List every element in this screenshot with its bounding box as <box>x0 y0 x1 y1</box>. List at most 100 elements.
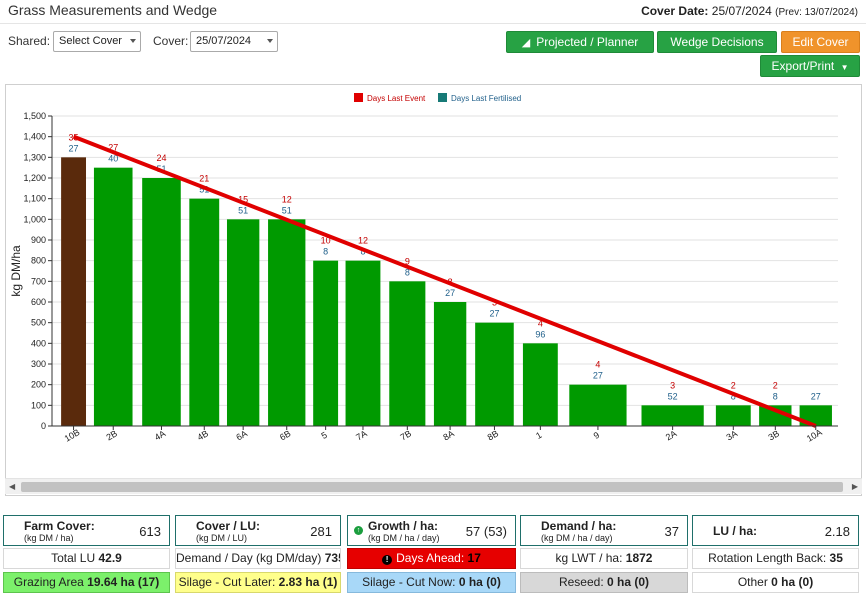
wedge-decisions-label: Wedge Decisions <box>670 35 764 49</box>
days-last-event-label: 27 <box>108 143 118 153</box>
projected-planner-button[interactable]: ◢ Projected / Planner <box>506 31 654 53</box>
days-last-fertilised-label: 8 <box>360 247 365 257</box>
x-tick-label: 8A <box>441 428 456 442</box>
reseed-value: 0 ha (0) <box>607 575 650 589</box>
days-last-event-label: 9 <box>405 256 410 266</box>
chart-data-labels: 3527274024512151155112511081289882732749… <box>69 132 821 428</box>
x-tick-label: 10B <box>63 427 82 444</box>
chart-bars <box>61 157 832 426</box>
rotation-length-stat: Rotation Length Back: 35 <box>692 548 859 569</box>
bar-3a <box>715 405 751 426</box>
y-tick-label: 200 <box>31 380 46 390</box>
chart-axes: 0 100 200 300 400 500 600 700 800 900 1,000 1,100 1,… <box>9 111 838 444</box>
bar-10b <box>61 157 87 426</box>
scroll-left-icon[interactable]: ◀ <box>9 482 16 491</box>
days-last-fertilised-label: 27 <box>811 391 821 401</box>
growth-label: Growth / ha: <box>368 519 438 533</box>
y-tick-label: 500 <box>31 318 46 328</box>
demand-day-stat: Demand / Day (kg DM/day) 735 <box>175 548 341 569</box>
bar-2a <box>641 405 704 426</box>
demand-label: Demand / ha: <box>541 519 617 533</box>
y-tick-label: 300 <box>31 359 46 369</box>
lu-ha-value: 2.18 <box>824 524 850 539</box>
x-tick-label: 2A <box>664 428 679 442</box>
y-tick-label: 1,200 <box>23 173 46 183</box>
days-last-fertilised-label: 27 <box>593 371 603 381</box>
farm-cover-label: Farm Cover: <box>24 519 95 533</box>
export-print-button[interactable]: Export/Print ▼ <box>760 55 860 77</box>
x-tick-label: 7B <box>399 428 414 442</box>
x-tick-label: 1 <box>534 430 543 441</box>
grazing-area-label: Grazing Area <box>13 575 84 589</box>
area-chart-icon: ◢ <box>521 37 531 49</box>
cover-label: Cover: <box>153 34 189 48</box>
x-tick-label: 4A <box>153 428 168 442</box>
y-tick-label: 0 <box>41 421 46 431</box>
y-tick-label: 600 <box>31 297 46 307</box>
days-last-event-label: 10 <box>321 236 331 246</box>
y-tick-label: 900 <box>31 235 46 245</box>
reseed-label: Reseed: <box>558 575 604 589</box>
alert-icon: ! <box>382 555 393 565</box>
bar-9 <box>569 384 627 426</box>
cover-select-value: 25/07/2024 <box>196 35 252 47</box>
bar-6b <box>268 219 306 426</box>
x-tick-label: 7A <box>354 428 369 442</box>
scrollbar-thumb[interactable] <box>21 482 843 492</box>
total-lu-value: 42.9 <box>98 551 122 565</box>
days-last-event-label: 2 <box>731 380 736 390</box>
bar-7b <box>389 281 426 426</box>
cover-select[interactable]: 25/07/2024 <box>190 31 278 52</box>
days-last-fertilised-label: 52 <box>668 391 678 401</box>
wedge-decisions-button[interactable]: Wedge Decisions <box>657 31 777 53</box>
x-tick-label: 10A <box>805 427 824 444</box>
y-tick-label: 700 <box>31 276 46 286</box>
shared-select-value: Select Cover <box>59 35 122 47</box>
kg-lwt-value: 1872 <box>625 551 653 565</box>
days-last-event-label: 15 <box>238 194 248 204</box>
scroll-right-icon[interactable]: ▶ <box>851 482 858 491</box>
x-tick-label: 3B <box>767 428 782 442</box>
days-last-fertilised-label: 40 <box>108 154 118 164</box>
chart-horizontal-scrollbar[interactable]: ◀ ▶ <box>5 478 862 494</box>
grazing-area-stat: Grazing Area 19.64 ha (17) <box>3 572 170 593</box>
y-tick-label: 1,100 <box>23 194 46 204</box>
lu-ha-label: LU / ha: <box>713 524 757 538</box>
y-tick-label: 1,400 <box>23 132 46 142</box>
edit-cover-button[interactable]: Edit Cover <box>781 31 860 53</box>
days-ahead-stat: ! Days Ahead: 17 <box>347 548 516 569</box>
silage-cut-later-value: 2.83 ha (1) <box>278 575 338 589</box>
growth-value: 57 (53) <box>465 524 507 539</box>
export-print-label: Export/Print <box>771 59 835 73</box>
shared-select[interactable]: Select Cover <box>53 31 141 52</box>
cover-date-info: Cover Date: 25/07/2024 (Prev: 13/07/2024… <box>641 4 858 18</box>
demand-stat: Demand / ha: (kg DM / ha / day) 37 <box>520 515 688 546</box>
edit-cover-label: Edit Cover <box>792 35 849 49</box>
growth-unit: (kg DM / ha / day) <box>368 533 440 543</box>
x-tick-label: 9 <box>592 430 601 441</box>
farm-cover-unit: (kg DM / ha) <box>24 533 74 543</box>
legend-label-days-last-fertilised: Days Last Fertilised <box>451 94 521 103</box>
y-tick-label: 1,500 <box>23 111 46 121</box>
kg-lwt-label: kg LWT / ha: <box>555 551 623 565</box>
x-tick-label: 6B <box>278 428 293 442</box>
previous-cover-date: (Prev: 13/07/2024) <box>775 7 858 18</box>
reseed-stat: Reseed: 0 ha (0) <box>520 572 688 593</box>
days-last-event-label: 12 <box>358 236 368 246</box>
chevron-down-icon <box>267 39 273 43</box>
lu-ha-stat: LU / ha: 2.18 <box>692 515 859 546</box>
wedge-target-line <box>72 134 817 428</box>
days-last-event-label: 4 <box>595 360 600 370</box>
cover-lu-label: Cover / LU: <box>196 519 261 533</box>
demand-day-label: Demand / Day (kg DM/day) <box>176 551 322 565</box>
title-bar: Grass Measurements and Wedge Cover Date:… <box>0 0 866 24</box>
y-tick-label: 400 <box>31 338 46 348</box>
x-tick-label: 4B <box>195 428 210 442</box>
bar-4a <box>142 178 181 426</box>
days-last-event-label: 2 <box>773 380 778 390</box>
cover-lu-unit: (kg DM / LU) <box>196 533 248 543</box>
bar-8a <box>433 302 467 426</box>
growth-stat: ↑ Growth / ha: (kg DM / ha / day) 57 (53… <box>347 515 516 546</box>
